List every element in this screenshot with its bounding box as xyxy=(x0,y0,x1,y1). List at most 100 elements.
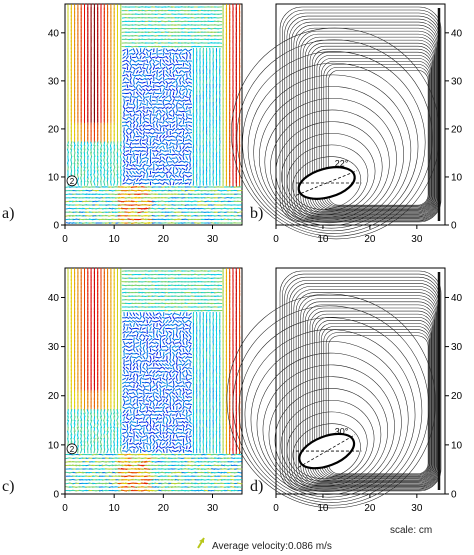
velocity-vector xyxy=(145,141,149,146)
velocity-vector xyxy=(128,85,133,88)
velocity-vector xyxy=(125,120,130,124)
velocity-vector xyxy=(148,163,153,168)
velocity-vector xyxy=(178,117,183,120)
tilt-angle-label: 22° xyxy=(335,159,349,169)
velocity-vector xyxy=(178,156,182,161)
velocity-vector xyxy=(126,163,129,168)
velocity-vector xyxy=(70,141,73,147)
velocity-vector xyxy=(178,69,182,74)
velocity-vector xyxy=(122,163,126,168)
velocity-vector xyxy=(126,170,129,175)
velocity-vector xyxy=(155,85,160,88)
velocity-vector xyxy=(148,48,153,52)
velocity-vector xyxy=(135,380,140,385)
velocity-vector xyxy=(106,170,109,175)
velocity-vector xyxy=(185,116,189,121)
velocity-vector xyxy=(125,421,130,424)
velocity-vector xyxy=(149,141,152,146)
velocity-vector xyxy=(181,105,186,110)
velocity-vector xyxy=(165,59,169,63)
velocity-vector xyxy=(106,173,109,179)
velocity-vector xyxy=(155,63,160,67)
velocity-vector xyxy=(155,138,159,142)
velocity-vector xyxy=(188,149,192,153)
velocity-vector xyxy=(138,99,143,102)
velocity-vector xyxy=(164,186,170,188)
velocity-vector xyxy=(136,362,139,367)
velocity-vector xyxy=(142,134,146,139)
velocity-vector xyxy=(181,52,186,55)
velocity-vector xyxy=(125,106,130,110)
velocity-vector xyxy=(143,174,145,179)
velocity-vector xyxy=(162,120,166,125)
velocity-vector xyxy=(138,91,143,96)
velocity-vector xyxy=(126,434,129,439)
velocity-vector xyxy=(178,67,183,70)
velocity-vector xyxy=(125,146,130,149)
velocity-vector xyxy=(158,153,163,156)
velocity-vector xyxy=(189,66,191,71)
velocity-vector xyxy=(178,149,182,153)
velocity-vector xyxy=(237,200,243,203)
velocity-vector xyxy=(138,388,143,392)
velocity-vector xyxy=(128,446,133,449)
velocity-vector xyxy=(148,84,153,88)
velocity-vector xyxy=(146,80,149,85)
velocity-vector xyxy=(73,141,76,147)
velocity-vector xyxy=(151,341,156,345)
velocity-vector xyxy=(168,146,173,149)
velocity-vector xyxy=(138,431,143,435)
velocity-vector xyxy=(145,156,150,160)
velocity-vector xyxy=(96,180,99,186)
velocity-vector xyxy=(161,160,166,164)
velocity-vector xyxy=(132,398,136,403)
velocity-vector xyxy=(139,152,142,157)
velocity-vector xyxy=(90,148,92,154)
velocity-vector xyxy=(149,387,152,392)
velocity-vector xyxy=(168,156,173,161)
velocity-vector xyxy=(125,142,130,146)
velocity-vector xyxy=(151,88,156,91)
velocity-vector xyxy=(161,109,166,113)
velocity-vector xyxy=(174,113,179,117)
velocity-vector xyxy=(162,167,165,171)
velocity-vector xyxy=(155,112,159,118)
velocity-vector xyxy=(188,131,193,135)
velocity-vector xyxy=(158,142,163,146)
velocity-vector xyxy=(149,66,152,71)
velocity-vector xyxy=(148,352,153,355)
velocity-vector xyxy=(142,171,146,175)
velocity-vector xyxy=(141,402,146,406)
velocity-vector xyxy=(185,163,189,168)
velocity-vector xyxy=(162,73,165,78)
velocity-vector xyxy=(142,384,146,389)
velocity-vector xyxy=(83,144,86,150)
velocity-vector xyxy=(93,166,96,172)
velocity-vector xyxy=(149,434,152,439)
velocity-vector xyxy=(135,355,140,360)
velocity-vector xyxy=(141,160,146,164)
velocity-vector xyxy=(142,91,146,96)
velocity-vector xyxy=(142,337,146,342)
velocity-vector xyxy=(174,52,179,55)
velocity-vector xyxy=(148,131,153,135)
velocity-vector xyxy=(158,174,163,178)
velocity-vector xyxy=(125,131,129,135)
velocity-vector xyxy=(172,159,176,164)
velocity-vector xyxy=(172,127,176,132)
velocity-vector xyxy=(178,77,182,81)
velocity-vector xyxy=(135,77,140,81)
velocity-vector xyxy=(165,159,169,164)
velocity-vector xyxy=(142,142,146,145)
velocity-vector xyxy=(135,120,139,125)
velocity-vector xyxy=(132,442,136,446)
velocity-vector xyxy=(158,178,163,181)
velocity-vector xyxy=(142,445,146,450)
velocity-vector xyxy=(178,174,182,179)
velocity-vector xyxy=(175,160,179,164)
velocity-vector xyxy=(138,421,143,424)
velocity-vector xyxy=(141,139,146,142)
velocity-vector xyxy=(122,434,126,439)
velocity-vector xyxy=(181,167,186,171)
velocity-vector xyxy=(143,312,145,317)
